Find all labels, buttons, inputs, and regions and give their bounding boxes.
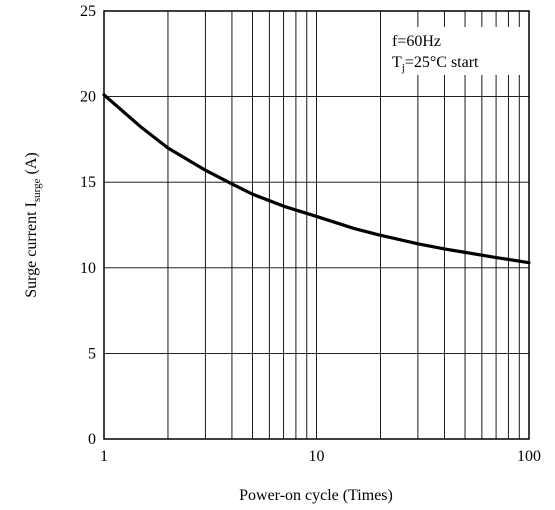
x-tick-label: 10 [309,448,325,465]
annotation-t: T [392,54,402,71]
y-axis-label: Surge current Isurge (A) [23,152,43,298]
annotation-background [385,27,521,75]
tick-labels: 0 5 10 15 20 25 1 10 100 [80,3,541,465]
grid-lines [104,11,529,439]
x-tick-label: 100 [517,448,541,465]
y-axis-label-main: Surge current I [23,202,40,298]
y-tick-label: 10 [80,260,96,277]
annotation-temp-text: =25°C start [405,54,479,71]
y-tick-label: 5 [88,345,96,362]
annotation-frequency: f=60Hz [392,33,441,50]
y-tick-label: 15 [80,174,96,191]
y-tick-label: 20 [80,89,96,106]
surge-current-curve [102,93,531,265]
y-axis-label-subscript: surge [31,178,43,202]
x-tick-label: 1 [100,448,108,465]
y-tick-label: 0 [88,431,96,448]
annotation-t-subscript: j [401,62,405,74]
y-tick-label: 25 [80,3,96,20]
y-axis-label-unit: (A) [23,152,40,178]
x-axis-label: Power-on cycle (Times) [239,487,393,504]
plot-frame [103,10,530,440]
series-layer [102,93,531,265]
annotation-junction-temp: Tj=25°C start [392,54,479,74]
